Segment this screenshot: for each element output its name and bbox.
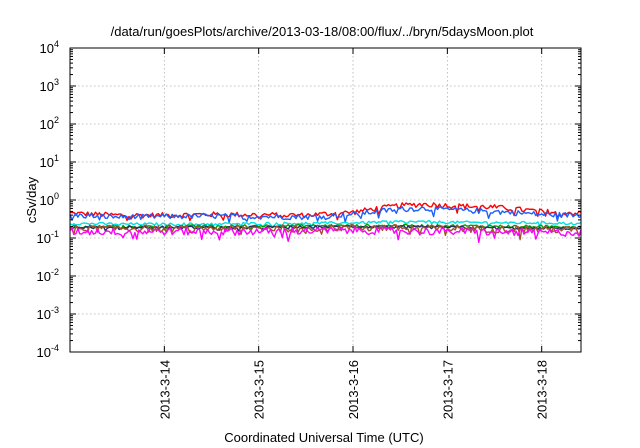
x-tick-label: 2013-3-15: [252, 360, 267, 419]
x-tick-label: 2013-3-17: [440, 360, 455, 419]
x-tick-label: 2013-3-18: [535, 360, 550, 419]
series-line-2: [69, 206, 582, 224]
y-tick-label: 101: [40, 153, 59, 170]
grid: [70, 47, 581, 353]
y-tick-label: 10-1: [37, 229, 59, 246]
y-tick-label: 10-4: [37, 343, 59, 360]
y-tick-label: 103: [40, 77, 59, 94]
x-axis-label: Coordinated Universal Time (UTC): [224, 430, 423, 445]
x-tick-label: 2013-3-16: [346, 360, 361, 419]
y-axis-label: cSv/day: [24, 176, 39, 223]
y-tick-label: 10-3: [37, 305, 59, 322]
series-line-3: [69, 220, 582, 228]
y-tick-label: 102: [40, 115, 59, 132]
y-tick-label: 100: [40, 191, 59, 208]
series-lines: [69, 202, 582, 244]
y-tick-label: 10-2: [37, 267, 59, 284]
axis-ticks: 10-4 10-3 10-2 10-1 100 101 102 103 104 2013-3-14…: [37, 39, 581, 419]
series-line-7: [69, 226, 582, 244]
chart-title: /data/run/goesPlots/archive/2013-03-18/0…: [111, 24, 534, 39]
y-tick-label: 104: [40, 39, 59, 56]
x-tick-label: 2013-3-14: [157, 360, 172, 419]
